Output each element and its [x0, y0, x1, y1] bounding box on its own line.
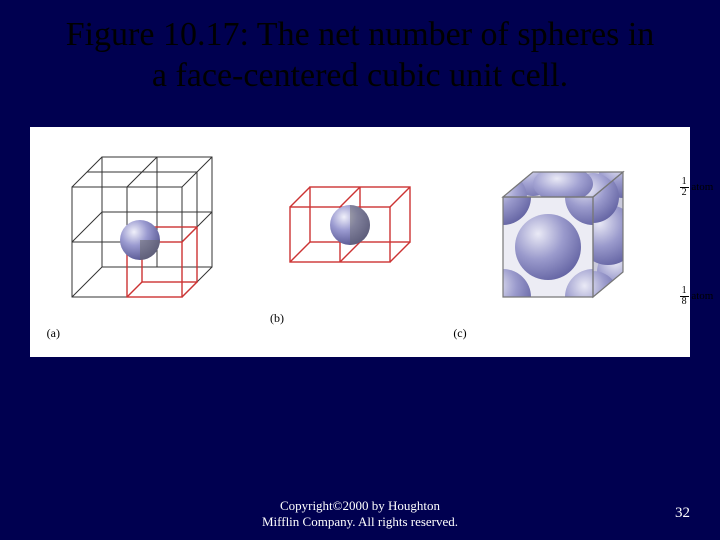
panel-c: (c) 12 atom 18 atom: [453, 147, 673, 317]
half-num: 1: [680, 177, 689, 188]
eighth-den: 8: [680, 297, 689, 307]
eighth-num: 1: [680, 286, 689, 297]
label-eighth-atom: 18 atom: [680, 286, 714, 307]
eighth-text: atom: [691, 290, 713, 302]
page-number: 32: [675, 505, 690, 522]
panel-b-label: (b): [270, 311, 284, 326]
panel-a-label: (a): [47, 326, 60, 341]
half-den: 2: [680, 188, 689, 198]
panel-c-svg: [483, 147, 643, 317]
panel-a: (a): [47, 147, 247, 317]
slide-title: Figure 10.17: The net number of spheres …: [0, 0, 720, 97]
panel-b: (b): [270, 162, 430, 302]
copyright-footer: Copyright©2000 by Houghton Mifflin Compa…: [0, 498, 720, 530]
panel-c-label: (c): [453, 326, 466, 341]
label-half-atom: 12 atom: [680, 177, 714, 198]
footer-line2: Mifflin Company. All rights reserved.: [0, 514, 720, 530]
panel-a-svg: [52, 147, 242, 317]
half-text: atom: [691, 181, 713, 193]
footer-line1: Copyright©2000 by Houghton: [0, 498, 720, 514]
figure-container: (a): [30, 127, 690, 357]
panel-b-svg: [275, 162, 425, 302]
